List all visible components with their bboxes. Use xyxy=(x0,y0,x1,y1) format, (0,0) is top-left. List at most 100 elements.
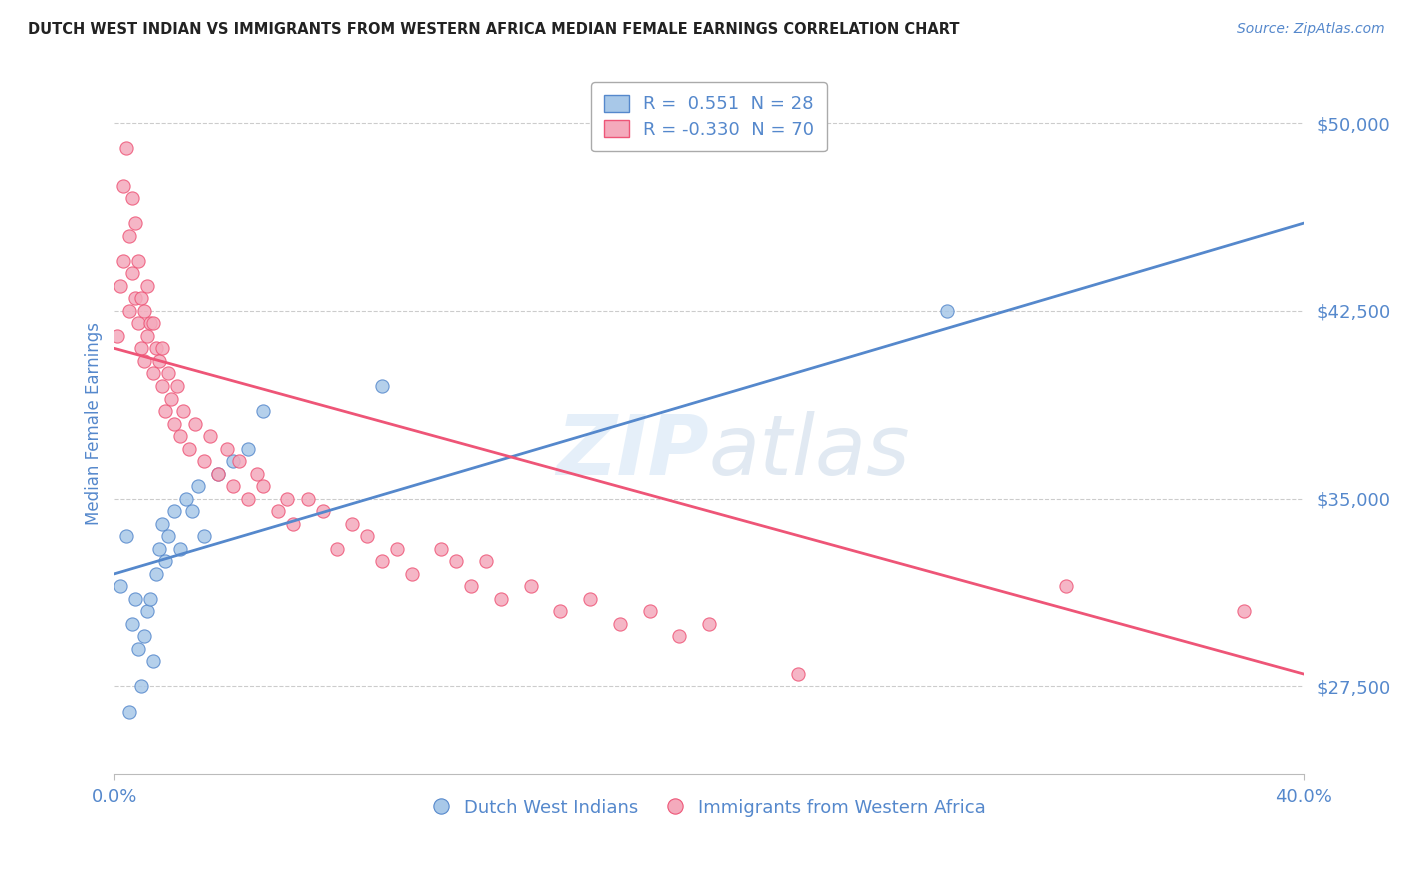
Point xyxy=(401,566,423,581)
Point xyxy=(153,554,176,568)
Point xyxy=(238,442,260,456)
Point xyxy=(148,541,170,556)
Point xyxy=(311,504,333,518)
Point xyxy=(148,354,170,368)
Point xyxy=(150,342,173,356)
Point xyxy=(550,604,572,618)
Point xyxy=(150,379,173,393)
Point xyxy=(174,491,197,506)
Point xyxy=(136,604,159,618)
Point xyxy=(121,266,143,280)
Point xyxy=(172,404,194,418)
Point xyxy=(193,454,215,468)
Point xyxy=(156,529,179,543)
Point xyxy=(129,680,152,694)
Point xyxy=(150,516,173,531)
Point xyxy=(134,629,156,643)
Point xyxy=(267,504,290,518)
Text: ZIP: ZIP xyxy=(557,411,709,492)
Point xyxy=(228,454,250,468)
Point xyxy=(326,541,349,556)
Point xyxy=(142,655,165,669)
Point xyxy=(124,591,146,606)
Point xyxy=(519,579,541,593)
Point xyxy=(183,417,205,431)
Point xyxy=(935,304,957,318)
Point xyxy=(166,379,188,393)
Point xyxy=(127,641,149,656)
Point xyxy=(105,329,128,343)
Legend: Dutch West Indians, Immigrants from Western Africa: Dutch West Indians, Immigrants from West… xyxy=(425,792,993,825)
Point xyxy=(115,141,138,155)
Point xyxy=(153,404,176,418)
Point xyxy=(193,529,215,543)
Point xyxy=(217,442,239,456)
Point xyxy=(252,404,274,418)
Point xyxy=(246,467,269,481)
Point xyxy=(1054,579,1077,593)
Point xyxy=(281,516,304,531)
Point xyxy=(118,705,141,719)
Point xyxy=(342,516,364,531)
Point xyxy=(139,317,162,331)
Point xyxy=(124,216,146,230)
Point xyxy=(668,629,690,643)
Point xyxy=(222,454,245,468)
Point xyxy=(489,591,512,606)
Y-axis label: Median Female Earnings: Median Female Earnings xyxy=(86,322,103,525)
Point xyxy=(371,554,394,568)
Text: atlas: atlas xyxy=(709,411,911,492)
Point xyxy=(609,616,631,631)
Point xyxy=(187,479,209,493)
Point xyxy=(127,253,149,268)
Point xyxy=(129,291,152,305)
Point xyxy=(169,429,191,443)
Point xyxy=(446,554,468,568)
Point xyxy=(160,392,183,406)
Point xyxy=(127,317,149,331)
Point xyxy=(198,429,221,443)
Point xyxy=(180,504,202,518)
Point xyxy=(177,442,200,456)
Point xyxy=(156,367,179,381)
Point xyxy=(142,317,165,331)
Point xyxy=(134,304,156,318)
Point xyxy=(207,467,229,481)
Point xyxy=(697,616,720,631)
Point xyxy=(145,342,167,356)
Point xyxy=(238,491,260,506)
Point xyxy=(110,278,132,293)
Point xyxy=(124,291,146,305)
Point xyxy=(145,566,167,581)
Point xyxy=(222,479,245,493)
Point xyxy=(129,342,152,356)
Point xyxy=(136,329,159,343)
Point xyxy=(385,541,408,556)
Point xyxy=(579,591,602,606)
Point xyxy=(169,541,191,556)
Point xyxy=(356,529,378,543)
Point xyxy=(121,191,143,205)
Point xyxy=(134,354,156,368)
Point xyxy=(112,178,135,193)
Point xyxy=(1233,604,1256,618)
Point xyxy=(460,579,482,593)
Point xyxy=(252,479,274,493)
Point xyxy=(115,529,138,543)
Point xyxy=(371,379,394,393)
Point xyxy=(142,367,165,381)
Point xyxy=(112,253,135,268)
Point xyxy=(163,504,186,518)
Point xyxy=(163,417,186,431)
Point xyxy=(207,467,229,481)
Point xyxy=(638,604,661,618)
Point xyxy=(139,591,162,606)
Text: Source: ZipAtlas.com: Source: ZipAtlas.com xyxy=(1237,22,1385,37)
Point xyxy=(276,491,298,506)
Point xyxy=(136,278,159,293)
Point xyxy=(121,616,143,631)
Text: DUTCH WEST INDIAN VS IMMIGRANTS FROM WESTERN AFRICA MEDIAN FEMALE EARNINGS CORRE: DUTCH WEST INDIAN VS IMMIGRANTS FROM WES… xyxy=(28,22,960,37)
Point xyxy=(430,541,453,556)
Point xyxy=(297,491,319,506)
Point xyxy=(475,554,498,568)
